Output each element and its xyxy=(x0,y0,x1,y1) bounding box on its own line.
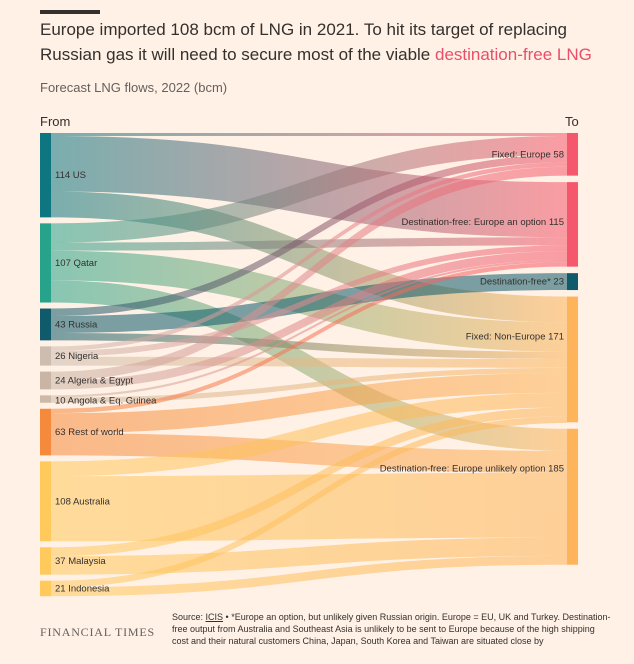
source-label-angola: 10 Angola & Eq. Guinea xyxy=(55,395,157,406)
flow-indonesia-to-fixed_non_europe xyxy=(51,416,567,588)
target-label-dest_free_europe: Destination-free: Europe an option 115 xyxy=(402,217,565,228)
target-label-fixed_non_europe: Fixed: Non-Europe 171 xyxy=(466,332,564,343)
source-label-indonesia: 21 Indonesia xyxy=(55,583,110,594)
source-node-australia xyxy=(40,461,51,542)
target-node-fixed_europe xyxy=(567,133,578,176)
target-label-dest_free_unlikely: Destination-free: Europe unlikely option… xyxy=(380,464,564,475)
flow-australia-to-fixed_non_europe xyxy=(51,392,567,477)
source-label-rest: 63 Rest of world xyxy=(55,427,124,438)
source-node-algeria xyxy=(40,371,51,390)
flow-malaysia-to-fixed_non_europe xyxy=(51,407,567,557)
source-link[interactable]: ICIS xyxy=(205,612,224,622)
source-label-russia: 43 Russia xyxy=(55,319,98,330)
flow-qatar-to-dest_free_europe xyxy=(51,237,567,251)
source-node-angola xyxy=(40,395,51,403)
flow-nigeria-to-fixed_non_europe xyxy=(51,356,567,368)
ft-logo: FINANCIAL TIMES xyxy=(40,625,156,639)
flow-angola-to-dest_free_europe xyxy=(51,260,567,398)
source-prefix: Source: xyxy=(172,612,206,622)
flow-australia-to-dest_free_unlikely xyxy=(51,472,567,542)
source-label-qatar: 107 Qatar xyxy=(55,258,97,269)
flow-nigeria-to-dest_free_europe xyxy=(51,245,567,357)
source-label-nigeria: 26 Nigeria xyxy=(55,351,99,362)
flows-layer xyxy=(51,133,567,597)
flow-nigeria-to-fixed_europe xyxy=(51,162,567,351)
source-label-algeria: 24 Algeria & Egypt xyxy=(55,375,134,386)
flow-angola-to-fixed_non_europe xyxy=(51,367,567,403)
flow-algeria-to-fixed_europe xyxy=(51,166,567,381)
flow-indonesia-to-dest_free_unlikely xyxy=(51,555,567,597)
target-node-fixed_non_europe xyxy=(567,296,578,423)
source-node-nigeria xyxy=(40,346,51,366)
source-node-indonesia xyxy=(40,580,51,597)
flow-us-to-fixed_europe xyxy=(51,133,567,136)
flow-qatar-to-fixed_europe xyxy=(51,135,567,243)
labels-layer: 114 US 107 Qatar 43 Russia 26 Nigeria 24 Alg… xyxy=(55,149,564,594)
flow-rest-to-dest_free_unlikely xyxy=(51,433,567,473)
source-text: • *Europe an option, but unlikely given … xyxy=(172,612,611,646)
flow-algeria-to-dest_free_europe xyxy=(51,251,567,390)
to-label: To xyxy=(565,114,579,129)
target-node-dest_free_europe xyxy=(567,182,578,267)
source-label-australia: 108 Australia xyxy=(55,496,111,507)
target-node-dest_free_unlikely xyxy=(567,428,578,565)
flow-rest-to-fixed_non_europe xyxy=(51,373,567,434)
source-node-russia xyxy=(40,308,51,341)
source-node-rest xyxy=(40,408,51,456)
source-note: Source: ICIS • *Europe an option, but un… xyxy=(172,611,612,647)
title-rule xyxy=(40,10,100,14)
flow-russia-to-fixed_non_europe xyxy=(51,332,567,360)
nodes-layer xyxy=(40,133,578,597)
source-node-qatar xyxy=(40,223,51,303)
flow-rest-to-dest_free_europe xyxy=(51,262,567,414)
target-label-fixed_europe: Fixed: Europe 58 xyxy=(492,149,564,160)
title-text: Europe imported 108 bcm of LNG in 2021. … xyxy=(40,20,567,64)
source-label-us: 114 US xyxy=(55,170,86,181)
source-node-us xyxy=(40,133,51,218)
target-label-dest_free_star: Destination-free* 23 xyxy=(480,277,564,288)
source-label-malaysia: 37 Malaysia xyxy=(55,556,106,567)
flow-russia-to-fixed_europe xyxy=(51,155,567,316)
from-label: From xyxy=(40,114,71,129)
sankey-chart: 114 US 107 Qatar 43 Russia 26 Nigeria 24 Alg… xyxy=(40,133,578,597)
source-node-malaysia xyxy=(40,547,51,575)
title-highlight: destination-free LNG xyxy=(434,45,592,64)
target-node-dest_free_star xyxy=(567,273,578,291)
chart-title: Europe imported 108 bcm of LNG in 2021. … xyxy=(40,17,620,67)
chart-subtitle: Forecast LNG flows, 2022 (bcm) xyxy=(40,80,228,95)
